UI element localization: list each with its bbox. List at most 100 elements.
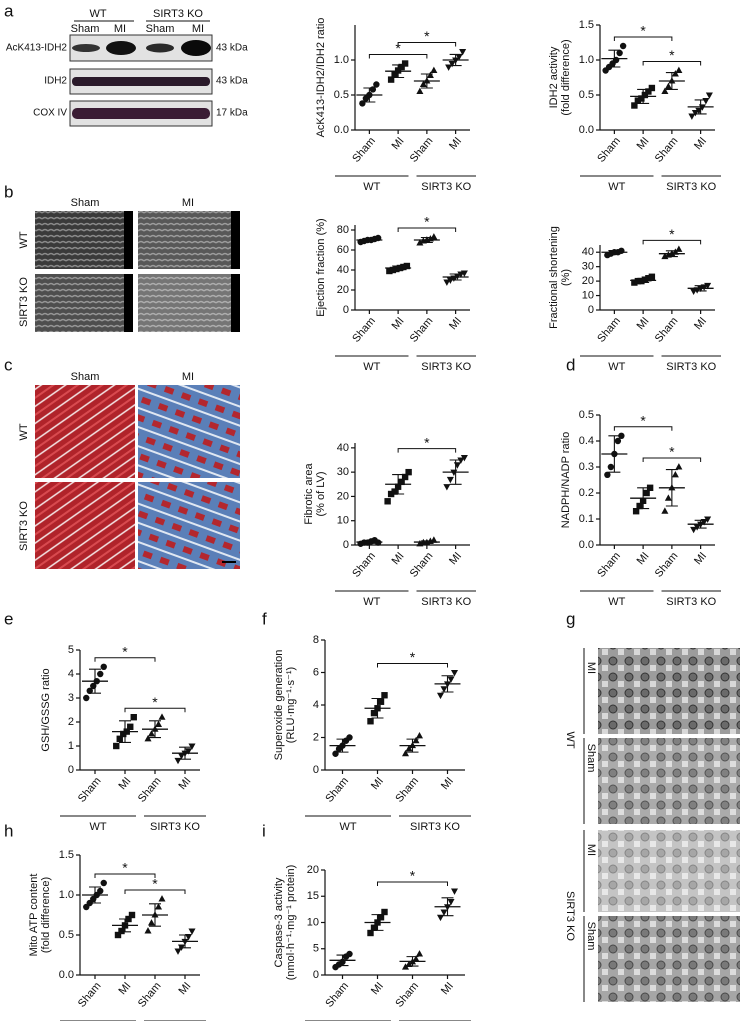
- data-point: [648, 273, 656, 280]
- y-tick-label: 1.5: [579, 19, 594, 31]
- panel-letter: e: [4, 609, 13, 628]
- panel-letter: i: [262, 821, 266, 840]
- x-tick-label: MI: [369, 775, 386, 792]
- significance-bracket: [613, 36, 673, 41]
- echo-image: [35, 274, 133, 332]
- significance-bracket: [613, 426, 673, 431]
- data-point: [391, 70, 398, 78]
- sd-bar: [406, 956, 419, 967]
- data-point: [97, 887, 104, 895]
- data-point: [401, 963, 410, 970]
- data-point: [691, 109, 699, 117]
- significance-label: *: [410, 649, 416, 665]
- group-label: WT: [89, 821, 106, 833]
- blot-row-label: COX IV: [33, 108, 67, 119]
- row-label: SIRT3 KO: [18, 277, 30, 327]
- x-tick-label: Sham: [136, 775, 164, 805]
- y-tick-label: 40: [582, 246, 594, 258]
- sd-bar: [441, 897, 454, 917]
- x-tick-label: Sham: [393, 980, 421, 1010]
- row-label: WT: [18, 423, 30, 440]
- data-point: [367, 718, 374, 725]
- row-label: SIRT3 KO: [18, 501, 30, 551]
- x-tick-label: MI: [176, 980, 193, 997]
- em-image: [598, 648, 740, 734]
- group-label: WT: [564, 731, 576, 748]
- blot-group: SIRT3 KO: [153, 8, 203, 20]
- y-tick-label: 1.0: [579, 54, 594, 66]
- data-point: [381, 908, 388, 916]
- significance-bracket: [397, 42, 457, 47]
- significance-bracket: [642, 61, 702, 66]
- data-point: [405, 960, 413, 968]
- y-axis-label: Caspase-3 activity: [273, 877, 285, 967]
- sd-bar: [449, 459, 462, 485]
- x-tick-label: Sham: [653, 135, 681, 165]
- y-axis-label: Fractional shortening: [548, 226, 560, 329]
- significance-label: *: [424, 434, 430, 450]
- y-tick-label: 10: [337, 515, 349, 527]
- sd-bar: [89, 668, 101, 694]
- data-point: [398, 63, 405, 71]
- lane-label: MI: [114, 23, 126, 35]
- sd-bar: [608, 249, 621, 255]
- y-tick-label: 40: [337, 442, 349, 454]
- data-point: [401, 749, 410, 757]
- y-tick-label: 20: [307, 864, 319, 876]
- data-point: [693, 524, 701, 531]
- sd-bar: [363, 237, 376, 243]
- y-axis-label: (nmol·h⁻¹·mg⁻¹ protein): [285, 865, 297, 981]
- group-label: SIRT3 KO: [410, 821, 460, 833]
- data-point: [412, 736, 420, 744]
- scale-bar: [124, 211, 133, 269]
- panel-letter: b: [4, 182, 13, 201]
- data-point: [443, 279, 451, 286]
- data-point: [177, 753, 186, 760]
- data-point: [401, 60, 409, 67]
- data-point: [154, 903, 163, 910]
- data-point: [393, 265, 400, 273]
- data-point: [638, 277, 645, 285]
- row-label: MI: [585, 662, 597, 674]
- significance-label: *: [122, 644, 128, 660]
- kda-label: 43 kDa: [216, 76, 248, 87]
- data-point: [130, 714, 137, 721]
- data-point: [128, 911, 136, 919]
- sd-bar: [371, 914, 384, 931]
- sd-bar: [119, 918, 131, 933]
- group-label: SIRT3 KO: [564, 891, 576, 941]
- column-label: Sham: [71, 371, 100, 383]
- data-point: [154, 720, 163, 727]
- data-point: [440, 909, 448, 916]
- significance-bracket: [124, 707, 186, 713]
- sd-bar: [363, 540, 376, 544]
- data-point: [377, 914, 385, 921]
- data-point: [632, 508, 640, 515]
- data-point: [616, 49, 623, 57]
- data-point: [664, 82, 672, 90]
- em-image: [598, 916, 740, 1002]
- data-point: [386, 267, 393, 275]
- strip-chart: 0.0 0.5 1.0 1.5 Mito ATP content (fold differ…: [28, 849, 206, 1021]
- y-tick-label: 10: [307, 916, 319, 928]
- x-tick-label: Sham: [76, 980, 104, 1010]
- significance-label: *: [669, 444, 675, 460]
- data-point: [459, 49, 467, 56]
- y-axis-label: (fold difference): [560, 39, 572, 115]
- y-tick-label: 0.0: [579, 124, 594, 136]
- data-point: [619, 42, 627, 50]
- x-tick-label: MI: [692, 550, 709, 567]
- significance-label: *: [640, 413, 646, 429]
- x-tick-label: Sham: [408, 550, 436, 580]
- y-axis-label: Superoxide generation: [273, 650, 285, 761]
- y-axis-label: (RLU·mg⁻¹·s⁻¹): [285, 667, 297, 743]
- data-point: [448, 60, 456, 68]
- group-label: WT: [363, 596, 380, 608]
- data-point: [391, 488, 398, 495]
- panel-letter: d: [566, 355, 575, 374]
- data-point: [415, 950, 424, 957]
- data-point: [144, 927, 152, 934]
